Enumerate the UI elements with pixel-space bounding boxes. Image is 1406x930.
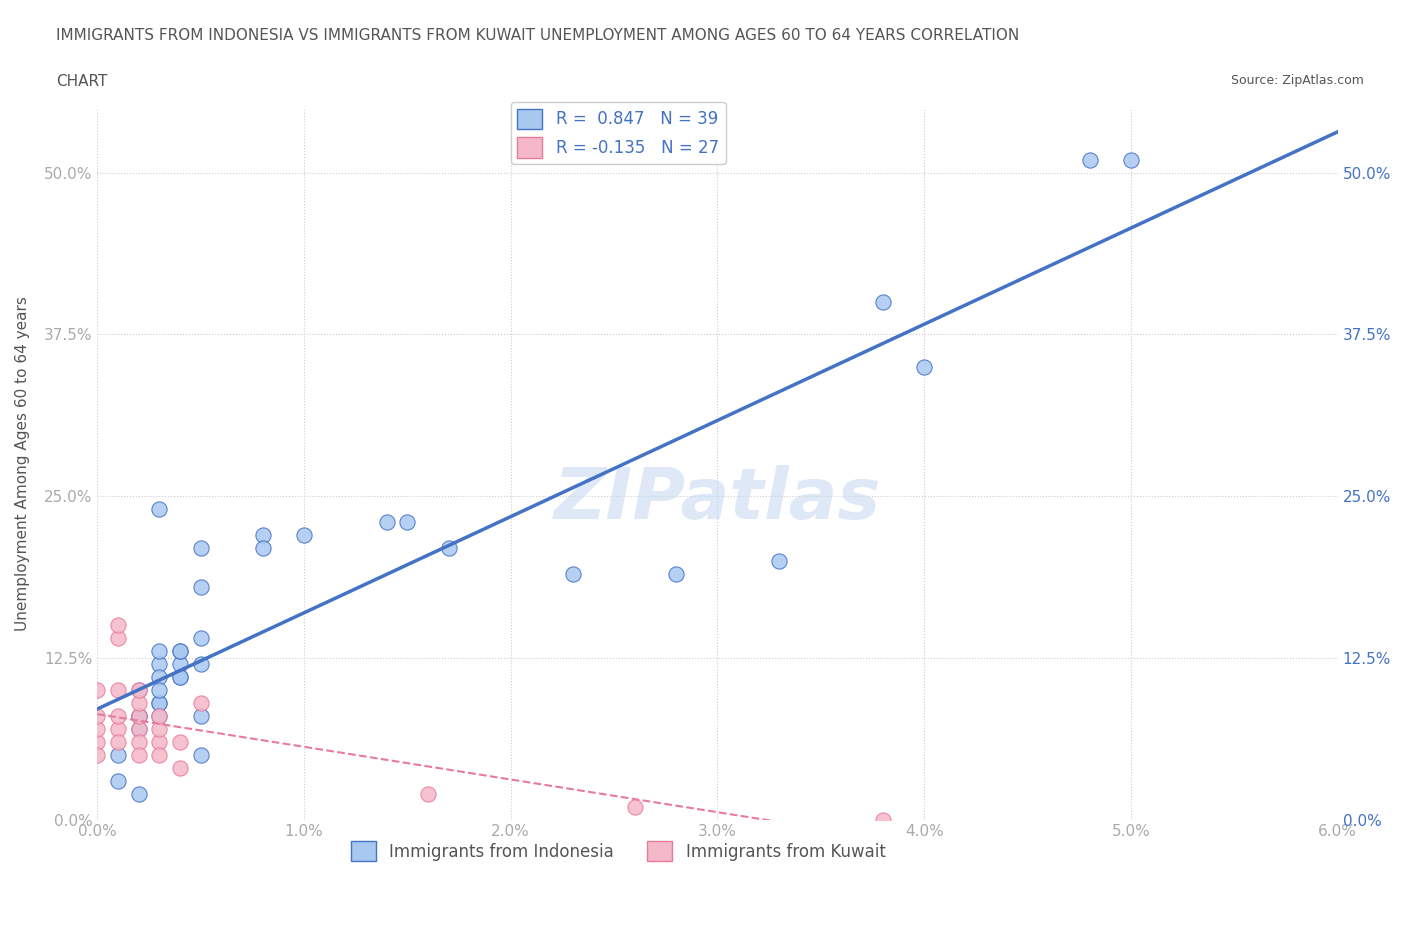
- Point: [1078, 153, 1101, 167]
- Point: [872, 295, 894, 310]
- Point: [148, 696, 170, 711]
- Point: [148, 696, 170, 711]
- Point: [128, 722, 150, 737]
- Point: [190, 709, 212, 724]
- Point: [148, 501, 170, 516]
- Point: [86, 748, 108, 763]
- Point: [872, 812, 894, 827]
- Point: [437, 540, 460, 555]
- Point: [148, 722, 170, 737]
- Point: [190, 540, 212, 555]
- Point: [148, 670, 170, 684]
- Point: [1119, 153, 1142, 167]
- Point: [128, 709, 150, 724]
- Point: [107, 618, 129, 633]
- Point: [148, 657, 170, 671]
- Point: [148, 709, 170, 724]
- Point: [375, 514, 398, 529]
- Point: [107, 735, 129, 750]
- Point: [148, 735, 170, 750]
- Point: [107, 683, 129, 698]
- Point: [86, 722, 108, 737]
- Point: [128, 748, 150, 763]
- Point: [665, 566, 688, 581]
- Point: [190, 579, 212, 594]
- Point: [128, 709, 150, 724]
- Point: [190, 748, 212, 763]
- Point: [190, 657, 212, 671]
- Point: [190, 696, 212, 711]
- Legend: Immigrants from Indonesia, Immigrants from Kuwait: Immigrants from Indonesia, Immigrants fr…: [344, 834, 893, 868]
- Point: [128, 709, 150, 724]
- Point: [623, 799, 645, 814]
- Text: CHART: CHART: [56, 74, 108, 89]
- Point: [252, 527, 274, 542]
- Point: [128, 735, 150, 750]
- Point: [252, 540, 274, 555]
- Point: [86, 709, 108, 724]
- Point: [86, 683, 108, 698]
- Point: [169, 644, 191, 658]
- Point: [148, 683, 170, 698]
- Point: [107, 631, 129, 645]
- Y-axis label: Unemployment Among Ages 60 to 64 years: Unemployment Among Ages 60 to 64 years: [15, 297, 30, 631]
- Text: Source: ZipAtlas.com: Source: ZipAtlas.com: [1230, 74, 1364, 87]
- Point: [169, 657, 191, 671]
- Point: [169, 670, 191, 684]
- Point: [169, 670, 191, 684]
- Point: [148, 709, 170, 724]
- Text: ZIPatlas: ZIPatlas: [554, 465, 882, 534]
- Point: [416, 786, 439, 801]
- Point: [169, 644, 191, 658]
- Point: [128, 722, 150, 737]
- Point: [107, 709, 129, 724]
- Text: IMMIGRANTS FROM INDONESIA VS IMMIGRANTS FROM KUWAIT UNEMPLOYMENT AMONG AGES 60 T: IMMIGRANTS FROM INDONESIA VS IMMIGRANTS …: [56, 28, 1019, 43]
- Point: [912, 359, 935, 374]
- Point: [148, 644, 170, 658]
- Point: [190, 631, 212, 645]
- Point: [169, 735, 191, 750]
- Point: [561, 566, 583, 581]
- Point: [148, 748, 170, 763]
- Point: [107, 773, 129, 788]
- Point: [107, 748, 129, 763]
- Point: [396, 514, 419, 529]
- Point: [107, 722, 129, 737]
- Point: [128, 696, 150, 711]
- Point: [768, 553, 790, 568]
- Point: [128, 683, 150, 698]
- Point: [86, 735, 108, 750]
- Point: [292, 527, 315, 542]
- Point: [128, 786, 150, 801]
- Point: [128, 683, 150, 698]
- Point: [169, 761, 191, 776]
